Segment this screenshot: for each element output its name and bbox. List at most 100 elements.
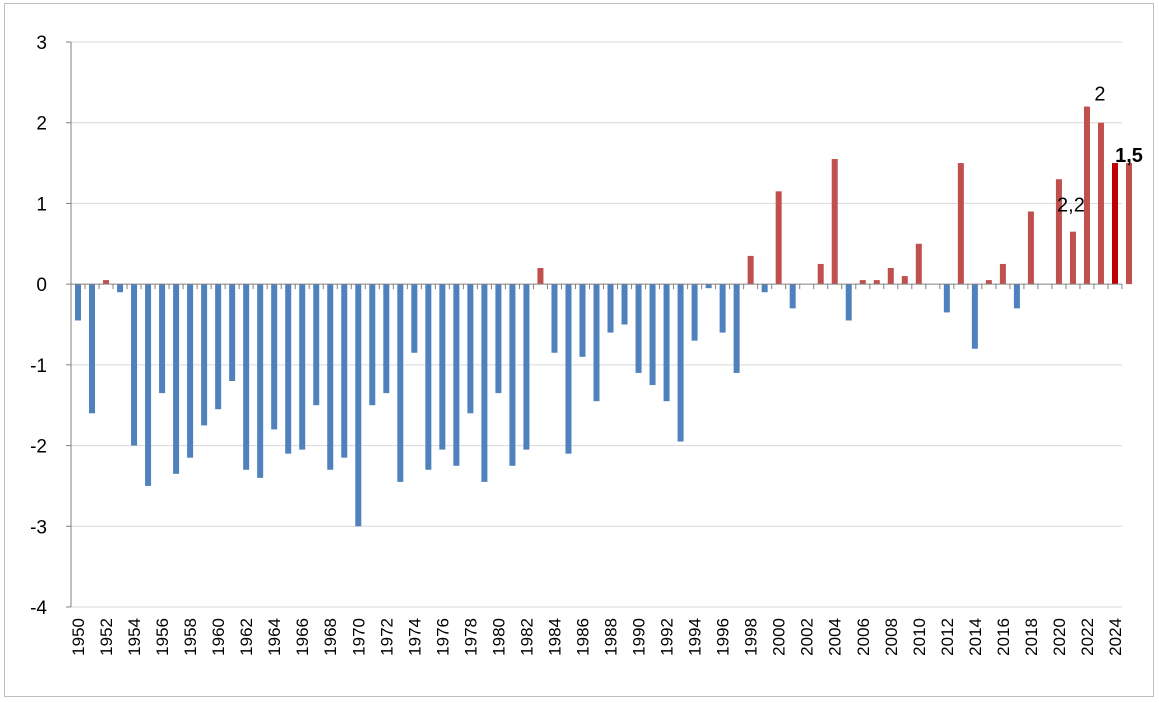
y-tick-label: 3 — [36, 33, 47, 54]
x-tick-label: 1980 — [489, 618, 508, 656]
y-tick-label: 1 — [36, 194, 47, 215]
bar-1968 — [327, 284, 334, 470]
bar-1992 — [663, 284, 670, 402]
bar-1990 — [635, 284, 642, 373]
bar-2018 — [1027, 211, 1034, 285]
bar-1971 — [369, 284, 376, 406]
bar-1995 — [705, 284, 712, 289]
bar-chart: 3 2 1 0 -1 -2 -3 -4 1950 1952 1954 1956 1958 1960 1962… — [30, 33, 1143, 656]
bar-1983 — [537, 268, 544, 285]
bar-1951 — [89, 284, 96, 414]
bar-1961 — [229, 284, 236, 381]
bar-1986 — [579, 284, 586, 357]
bar-1974 — [411, 284, 418, 353]
bar-1996 — [719, 284, 726, 333]
bar-1979 — [481, 284, 488, 482]
x-tick-label: 2004 — [826, 618, 845, 656]
x-tick-label: 1992 — [658, 618, 677, 656]
x-tick-label: 1966 — [293, 618, 312, 656]
bar-1957 — [173, 284, 180, 474]
x-tick-label: 1990 — [630, 618, 649, 656]
x-tick-label: 1976 — [433, 618, 452, 656]
bar-1972 — [383, 284, 390, 394]
bar-2000 — [775, 191, 782, 285]
x-tick-label: 2018 — [1022, 618, 1041, 656]
x-tick-label: 1956 — [153, 618, 172, 656]
bar-1982 — [523, 284, 530, 450]
chart-frame: 3 2 1 0 -1 -2 -3 -4 1950 1952 1954 1956 1958 1960 1962… — [4, 3, 1154, 697]
bar-2015 — [985, 280, 992, 285]
bar-1955 — [145, 284, 152, 486]
axes — [66, 41, 1123, 608]
bar-2023 — [1097, 122, 1104, 285]
y-tick-label: 2 — [36, 114, 47, 135]
y-tick-label: -4 — [30, 598, 47, 619]
bar-2017 — [1013, 284, 1020, 309]
bar-1950 — [75, 284, 82, 321]
x-tick-label: 1970 — [349, 618, 368, 656]
x-tick-label: 1972 — [377, 618, 396, 656]
x-tick-label: 1958 — [181, 618, 200, 656]
x-tick-label: 1996 — [714, 618, 733, 656]
bar-1989 — [621, 284, 628, 325]
data-label-2021: 2,2 — [1057, 195, 1085, 217]
y-tick-label: -3 — [30, 517, 47, 538]
bar-1976 — [439, 284, 446, 450]
bar-2006 — [859, 280, 866, 285]
bar-2001 — [789, 284, 796, 309]
bar-1987 — [593, 284, 600, 402]
bar-2003 — [817, 263, 824, 285]
bar-1958 — [187, 284, 194, 458]
labels: 3 2 1 0 -1 -2 -3 -4 1950 1952 1954 1956 1958 1960 1962… — [30, 33, 1143, 656]
bar-2014 — [971, 284, 978, 349]
bars — [75, 106, 1133, 527]
bar-undefined — [1126, 163, 1133, 285]
x-tick-label: 2010 — [910, 618, 929, 656]
x-tick-label: 1982 — [517, 618, 536, 656]
bar-2024 — [1111, 163, 1118, 285]
y-tick-label: -1 — [30, 356, 47, 377]
x-tick-label: 2012 — [938, 618, 957, 656]
bar-1970 — [355, 284, 362, 527]
bar-1998 — [747, 255, 754, 285]
bar-1993 — [677, 284, 684, 442]
bar-2010 — [915, 243, 922, 285]
bar-1985 — [565, 284, 572, 454]
bar-2004 — [831, 159, 838, 285]
bar-1977 — [453, 284, 460, 466]
bar-2009 — [901, 276, 908, 285]
x-tick-label: 1994 — [686, 618, 705, 656]
bar-1959 — [201, 284, 208, 426]
bar-1963 — [257, 284, 264, 478]
bar-1953 — [117, 284, 124, 293]
bar-1975 — [425, 284, 432, 470]
bar-1952 — [103, 280, 110, 285]
bar-1997 — [733, 284, 740, 373]
bar-1954 — [131, 284, 138, 446]
bar-1981 — [509, 284, 516, 466]
bar-1965 — [285, 284, 292, 454]
x-tick-label: 2006 — [854, 618, 873, 656]
bar-1956 — [159, 284, 166, 394]
bar-1994 — [691, 284, 698, 341]
x-tick-label: 1984 — [545, 618, 564, 656]
bar-2013 — [957, 163, 964, 285]
x-tick-label: 1986 — [573, 618, 592, 656]
x-tick-label: 2022 — [1078, 618, 1097, 656]
data-label-2024: 1,5 — [1115, 145, 1143, 167]
bar-1978 — [467, 284, 474, 414]
x-tick-label: 2020 — [1050, 618, 1069, 656]
bar-1960 — [215, 284, 222, 410]
x-tick-label: 1998 — [742, 618, 761, 656]
bar-1988 — [607, 284, 614, 333]
x-tick-label: 1954 — [125, 618, 144, 656]
x-tick-label: 2002 — [798, 618, 817, 656]
x-tick-label: 1962 — [237, 618, 256, 656]
x-tick-label: 1950 — [69, 618, 88, 656]
x-tick-label: 2014 — [966, 618, 985, 656]
x-tick-label: 1952 — [97, 618, 116, 656]
y-tick-label: 0 — [36, 275, 47, 296]
x-tick-label: 2000 — [770, 618, 789, 656]
bar-1991 — [649, 284, 656, 386]
data-label-2022: 2 — [1094, 84, 1105, 106]
